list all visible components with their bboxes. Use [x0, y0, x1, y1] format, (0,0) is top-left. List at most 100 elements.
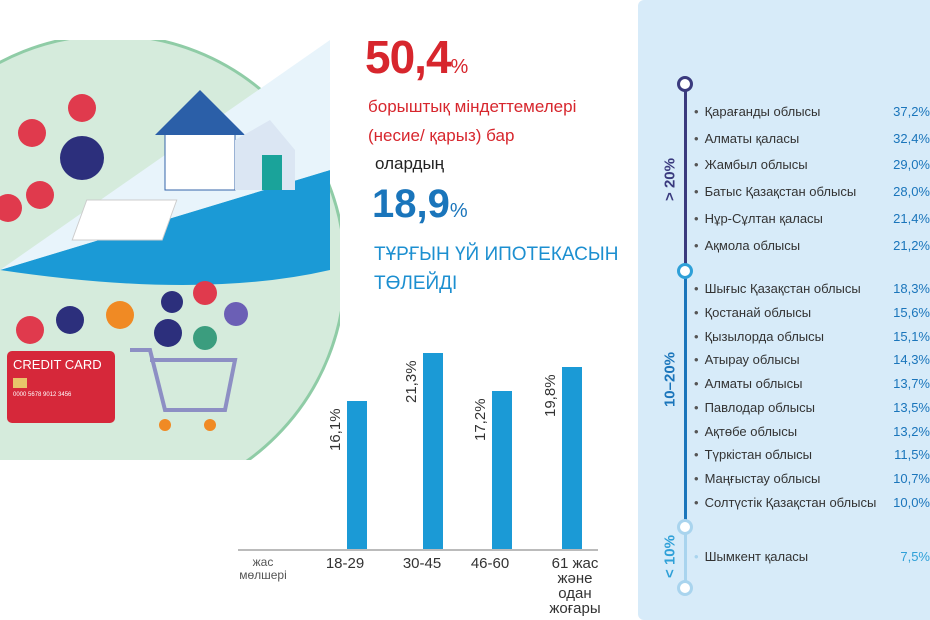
star-icon — [193, 281, 217, 305]
sub-percent: 18,9% — [372, 182, 468, 227]
region-value: 13,7% — [893, 376, 930, 391]
region-name-wrap: • Қызылорда облысы — [694, 329, 824, 344]
region-name-wrap: • Ақтөбе облысы — [694, 424, 797, 439]
category-label: 46-60 — [470, 555, 510, 572]
region-row: • Алматы облысы 13,7% — [694, 376, 930, 391]
region-value: 18,3% — [893, 281, 930, 296]
region-value: 32,4% — [893, 131, 930, 146]
cursor-icon — [16, 316, 44, 344]
region-name: Қарағанды облысы — [704, 104, 821, 119]
shopping-cart-icon — [130, 348, 238, 431]
bullet-icon: • — [694, 329, 699, 344]
region-name: Шымкент қаласы — [704, 549, 809, 564]
bullet-icon: • — [694, 495, 699, 510]
region-value: 21,2% — [893, 238, 930, 253]
group-label: > 20% — [661, 158, 679, 201]
region-name-wrap: • Қостанай облысы — [694, 305, 811, 320]
region-name-wrap: • Павлодар облысы — [694, 400, 815, 415]
bullet-icon: • — [694, 131, 699, 146]
credit-card-icon: CREDIT CARD 0000 5678 9012 3456 — [7, 351, 115, 423]
region-name: Қызылорда облысы — [704, 329, 824, 344]
headline-unit: % — [450, 56, 469, 78]
sub-line2: ТӨЛЕЙДІ — [374, 273, 458, 294]
region-row: • Түркістан облысы 11,5% — [694, 447, 930, 462]
region-name: Нұр-Сұлтан қаласы — [704, 211, 823, 226]
region-name: Ақмола облысы — [704, 238, 801, 253]
house-icon — [155, 90, 295, 191]
region-value: 10,7% — [893, 471, 930, 486]
region-row: • Ақмола облысы 21,2% — [694, 238, 930, 253]
group-label: 10–20% — [661, 351, 679, 408]
region-name: Ақтөбе облысы — [704, 424, 798, 439]
region-name-wrap: • Алматы қаласы — [694, 131, 799, 146]
region-name: Түркістан облысы — [704, 447, 813, 462]
region-name-wrap: • Батыс Қазақстан облысы — [694, 184, 856, 199]
headline-text: борыштық міндеттемелері (несие/ қарыз) ба… — [368, 92, 576, 150]
timeline-node — [677, 263, 693, 279]
region-value: 7,5% — [900, 549, 930, 564]
region-value: 13,2% — [893, 424, 930, 439]
bar-value-label: 16,1% — [327, 408, 344, 451]
bar-value-label: 17,2% — [472, 398, 489, 441]
clock-icon — [154, 319, 182, 347]
document-icon — [71, 199, 178, 241]
region-name: Алматы облысы — [704, 376, 803, 391]
bar-61 жас және одан жоғары — [562, 366, 582, 549]
headline-line2: (несие/ қарыз) бар — [368, 126, 515, 145]
bullet-icon: • — [694, 238, 699, 253]
shoe-icon — [106, 301, 134, 329]
region-name: Алматы қаласы — [704, 131, 800, 146]
region-row: • Батыс Қазақстан облысы 28,0% — [694, 184, 930, 199]
check-icon — [224, 302, 248, 326]
region-value: 21,4% — [893, 211, 930, 226]
region-name: Атырау облысы — [704, 352, 800, 367]
region-name-wrap: • Маңғыстау облысы — [694, 471, 820, 486]
timeline-segment — [684, 527, 687, 588]
region-name-wrap: • Жамбыл облысы — [694, 157, 808, 172]
region-value: 14,3% — [893, 352, 930, 367]
bar-18-29 — [347, 400, 367, 549]
timeline-node — [677, 519, 693, 535]
region-name: Жамбыл облысы — [704, 157, 808, 172]
headline-line1: борыштық міндеттемелері — [368, 97, 577, 116]
region-row: • Қызылорда облысы 15,1% — [694, 329, 930, 344]
bullet-icon: • — [694, 400, 699, 415]
sub-text: ТҰРҒЫН ҮЙ ИПОТЕКАСЫН ТӨЛЕЙДІ — [374, 240, 618, 298]
region-row: • Ақтөбе облысы 13,2% — [694, 424, 930, 439]
category-label: 18-29 — [325, 555, 365, 572]
region-name: Солтүстік Қазақстан облысы — [704, 495, 877, 510]
bar-30-45 — [423, 353, 443, 549]
bar-46-60 — [492, 390, 512, 549]
region-value: 13,5% — [893, 400, 930, 415]
card-text: CREDIT CARD — [13, 357, 102, 372]
percent-icon — [26, 181, 54, 209]
bar-value-label: 21,3% — [403, 360, 420, 404]
region-value: 11,5% — [894, 447, 930, 462]
timeline-node — [677, 76, 693, 92]
region-name-wrap: • Қарағанды облысы — [694, 104, 820, 119]
region-name-wrap: • Шымкент қаласы — [694, 549, 808, 564]
category-label: 61 жас және одан жоғары — [549, 555, 601, 617]
region-value: 28,0% — [893, 184, 930, 199]
region-value: 10,0% — [893, 495, 930, 510]
graduation-cap-icon — [193, 326, 217, 350]
mail-icon — [56, 306, 84, 334]
infinity-icon — [68, 94, 96, 122]
region-row: • Шығыс Қазақстан облысы 18,3% — [694, 281, 930, 296]
bullet-icon: • — [694, 352, 699, 367]
bullet-icon: • — [694, 104, 699, 119]
sub-line1: ТҰРҒЫН ҮЙ ИПОТЕКАСЫН — [374, 244, 619, 265]
region-name-wrap: • Түркістан облысы — [694, 447, 812, 462]
bullet-icon: • — [694, 447, 699, 462]
region-name-wrap: • Алматы облысы — [694, 376, 802, 391]
region-row: • Павлодар облысы 13,5% — [694, 400, 930, 415]
bullet-icon: • — [694, 281, 699, 296]
headline-percent: 50,4% — [365, 30, 469, 84]
region-value: 15,6% — [893, 305, 930, 320]
bullet-icon: • — [694, 211, 699, 226]
region-row: • Маңғыстау облысы 10,7% — [694, 471, 930, 486]
region-row: • Қарағанды облысы 37,2% — [694, 104, 930, 119]
group-label: < 10% — [661, 535, 679, 578]
bar-value-label: 19,8% — [542, 374, 559, 417]
bullet-icon: • — [694, 471, 699, 486]
